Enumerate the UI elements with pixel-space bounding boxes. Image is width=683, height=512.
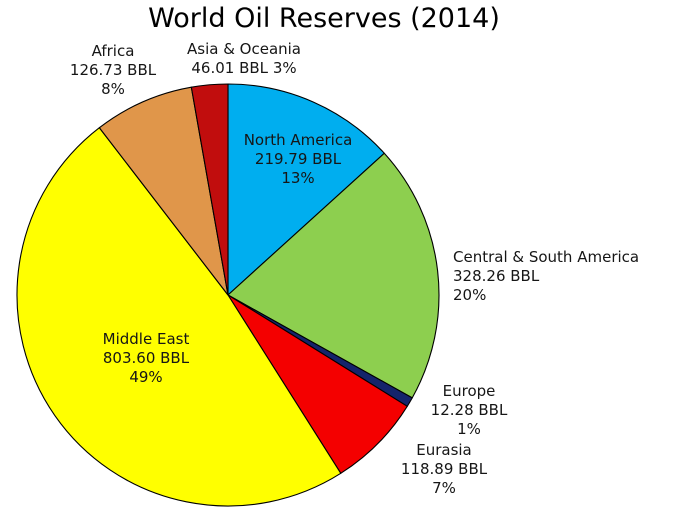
label-middle-east-name: Middle East bbox=[102, 330, 190, 348]
label-asia-oceania-name: Asia & Oceania bbox=[186, 40, 302, 58]
label-north-america-value: 219.79 BBL bbox=[254, 150, 342, 168]
pie-slice-middle-east bbox=[16, 127, 342, 507]
label-north-america-name: North America bbox=[243, 131, 353, 149]
pie-slice-asia-oceania bbox=[190, 83, 229, 296]
label-eurasia-pct: 7% bbox=[432, 479, 456, 497]
chart-title: World Oil Reserves (2014) bbox=[148, 3, 500, 34]
label-eurasia-value: 118.89 BBL bbox=[400, 460, 488, 478]
label-europe-name: Europe bbox=[442, 382, 496, 400]
label-central-south-america: Central & South America 328.26 BBL 20% bbox=[453, 248, 639, 305]
label-central-south-america-pct: 20% bbox=[453, 286, 487, 304]
label-north-america: North America 219.79 BBL 13% bbox=[244, 131, 353, 188]
label-europe-pct: 1% bbox=[457, 420, 481, 438]
label-europe: Europe 12.28 BBL 1% bbox=[431, 382, 508, 439]
label-central-south-america-value: 328.26 BBL bbox=[453, 267, 540, 285]
label-asia-oceania-pct: 3% bbox=[272, 59, 297, 77]
label-africa-pct: 8% bbox=[101, 80, 125, 98]
label-eurasia-name: Eurasia bbox=[416, 441, 472, 459]
label-asia-oceania: Asia & Oceania 46.01 BBL 3% bbox=[187, 40, 301, 78]
label-middle-east: Middle East 803.60 BBL 49% bbox=[103, 330, 190, 387]
label-middle-east-value: 803.60 BBL bbox=[102, 349, 190, 367]
pie-slice-central-south-america bbox=[227, 152, 440, 399]
label-africa-value: 126.73 BBL bbox=[69, 61, 157, 79]
label-asia-oceania-value: 46.01 BBL bbox=[191, 59, 269, 77]
label-central-south-america-name: Central & South America bbox=[453, 248, 640, 266]
label-africa-name: Africa bbox=[91, 42, 135, 60]
pie-slice-north-america bbox=[227, 83, 385, 296]
label-north-america-pct: 13% bbox=[281, 169, 315, 187]
label-europe-value: 12.28 BBL bbox=[430, 401, 508, 419]
pie-slice-africa bbox=[98, 86, 229, 296]
label-eurasia: Eurasia 118.89 BBL 7% bbox=[401, 441, 487, 498]
label-africa: Africa 126.73 BBL 8% bbox=[70, 42, 156, 99]
label-middle-east-pct: 49% bbox=[129, 368, 163, 386]
